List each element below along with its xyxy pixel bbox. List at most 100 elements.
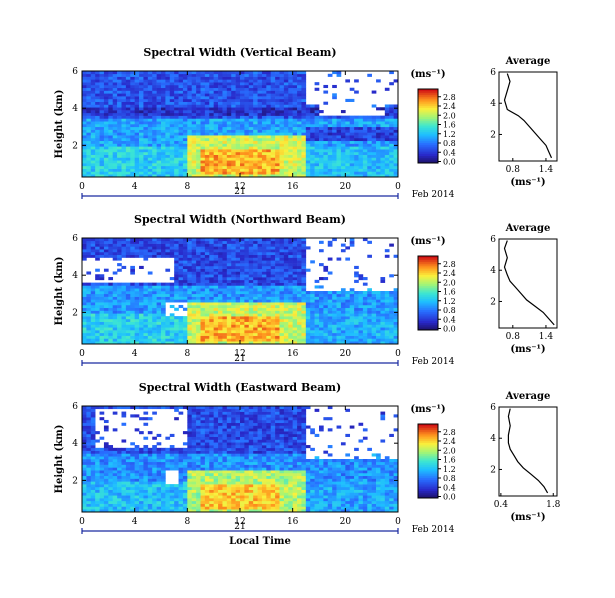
panel-1: Spectral Width (Northward Beam)0 4 8 12 16 20…	[54, 213, 558, 367]
heatmap-cell	[187, 118, 193, 122]
heatmap-cell	[204, 304, 210, 309]
heatmap-cell	[270, 238, 276, 242]
heatmap-cell	[86, 71, 92, 75]
heatmap-cell	[161, 93, 166, 97]
heatmap-cell	[86, 251, 92, 256]
heatmap-cell	[275, 96, 280, 100]
heatmap-cell	[367, 73, 372, 77]
heatmap-cell	[99, 251, 105, 256]
heatmap-cell	[222, 137, 228, 142]
heatmap-cell	[178, 249, 184, 253]
heatmap-cell	[270, 246, 276, 250]
heatmap-cell	[257, 291, 263, 295]
heatmap-cell	[213, 332, 219, 336]
heatmap-cell	[152, 335, 157, 339]
heatmap-cell	[213, 338, 219, 342]
heatmap-cell	[99, 277, 105, 281]
heatmap-cell	[143, 129, 149, 133]
heatmap-cell	[283, 157, 289, 161]
heatmap-cell	[90, 135, 96, 139]
heatmap-cell	[112, 90, 118, 94]
heatmap-cell	[147, 157, 153, 161]
heatmap-cell	[389, 168, 394, 172]
heatmap-cell	[349, 332, 355, 336]
heatmap-cell	[139, 302, 144, 306]
heatmap-cell	[231, 160, 236, 164]
heatmap-cell	[266, 168, 272, 172]
heatmap-cell	[332, 318, 337, 322]
heatmap-cell	[354, 335, 359, 339]
heatmap-cell	[310, 174, 315, 178]
heatmap-cell	[117, 101, 122, 105]
heatmap-cell	[362, 338, 368, 342]
heatmap-cell	[349, 98, 355, 102]
heatmap-cell	[222, 293, 228, 297]
heatmap-cell	[292, 135, 298, 139]
heatmap-cell	[121, 101, 127, 105]
heatmap-cell	[384, 330, 390, 334]
heatmap-cell	[253, 143, 258, 147]
heatmap-cell	[125, 160, 131, 164]
heatmap-cell	[261, 84, 267, 89]
heatmap-cell	[139, 310, 144, 314]
heatmap-cell	[125, 243, 131, 247]
heatmap-cell	[143, 243, 149, 247]
heatmap-cell	[231, 174, 236, 178]
heatmap-cell	[279, 104, 285, 108]
heatmap-cell	[143, 126, 149, 130]
heatmap-cell	[103, 160, 109, 164]
heatmap-cell	[117, 146, 122, 150]
heatmap-cell	[218, 324, 223, 328]
heatmap-cell	[200, 121, 206, 125]
heatmap-cell	[187, 316, 193, 320]
heatmap-cell	[367, 318, 372, 322]
heatmap-cell	[130, 71, 135, 75]
heatmap-cell	[112, 73, 118, 77]
heatmap-cell	[95, 243, 100, 247]
heatmap-cell	[240, 71, 245, 75]
heatmap-cell	[393, 341, 399, 345]
heatmap-cell	[384, 151, 390, 155]
heatmap-cell	[275, 160, 280, 164]
heatmap-cell	[169, 168, 175, 172]
heatmap-cell	[152, 93, 157, 97]
heatmap-cell	[261, 268, 267, 272]
heatmap-cell	[297, 257, 302, 261]
heatmap-cell	[362, 302, 368, 306]
heatmap-cell	[332, 157, 337, 161]
heatmap-cell	[393, 291, 399, 295]
heatmap-cell	[130, 293, 135, 297]
heatmap-cell	[121, 107, 127, 111]
heatmap-cell	[310, 291, 315, 295]
heatmap-cell	[82, 110, 87, 114]
heatmap-cell	[253, 313, 258, 317]
heatmap-cell	[187, 84, 193, 89]
heatmap-cell	[340, 341, 346, 345]
heatmap-cell	[90, 436, 96, 440]
heatmap-cell	[95, 165, 100, 169]
heatmap-cell	[323, 154, 329, 158]
heatmap-cell	[389, 160, 394, 164]
heatmap-cell	[275, 124, 280, 128]
heatmap-cell	[125, 307, 131, 311]
heatmap-cell	[244, 341, 250, 345]
heatmap-cell	[253, 104, 258, 108]
heatmap-cell	[182, 271, 188, 275]
heatmap-cell	[266, 174, 272, 178]
heatmap-cell	[169, 341, 175, 345]
heatmap-cell	[213, 238, 219, 242]
heatmap-cell	[275, 115, 280, 119]
heatmap-cell	[345, 132, 351, 136]
heatmap-cell	[358, 277, 364, 281]
heatmap-cell	[235, 73, 241, 77]
heatmap-cell	[165, 143, 171, 147]
heatmap-cell	[204, 291, 210, 295]
heatmap-cell	[213, 274, 219, 278]
heatmap-cell	[288, 307, 293, 311]
heatmap-cell	[297, 96, 302, 100]
heatmap-cell	[82, 503, 87, 507]
heatmap-cell	[178, 151, 184, 155]
heatmap-cell	[130, 282, 135, 286]
heatmap-cell	[380, 330, 386, 334]
heatmap-cell	[367, 240, 372, 244]
